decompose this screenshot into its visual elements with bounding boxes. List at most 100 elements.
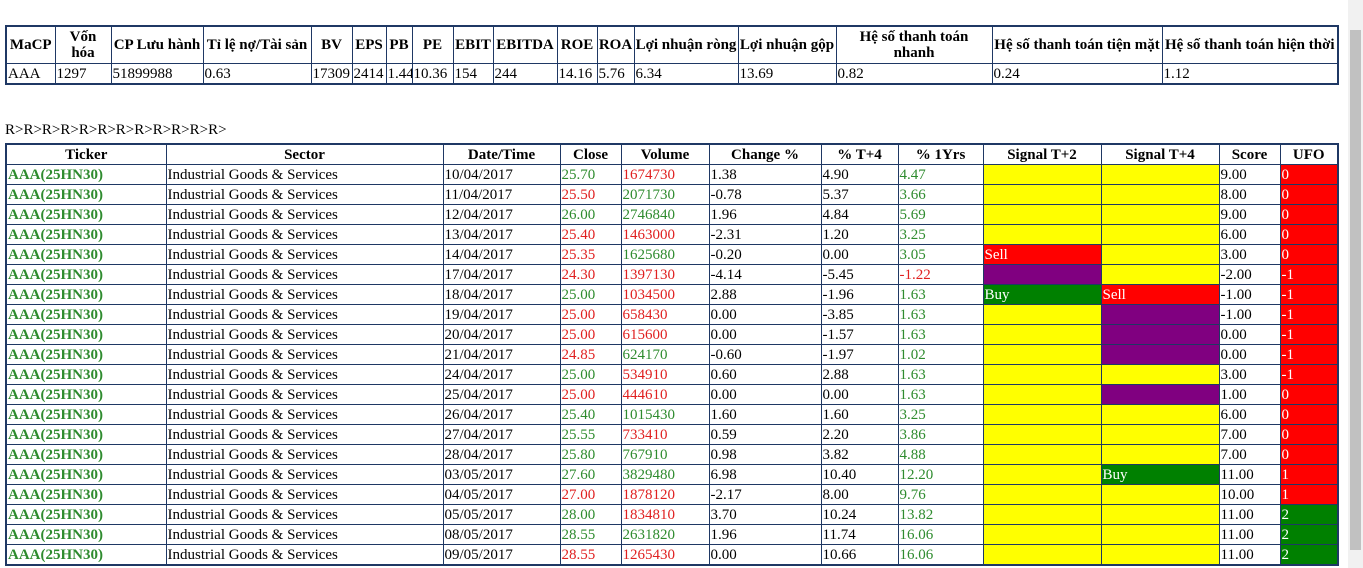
signal-cell: [982, 164, 1102, 185]
cell: 24.85: [559, 344, 622, 365]
cell: 1.20: [820, 224, 899, 245]
cell: 10.36: [411, 63, 454, 85]
ufo-cell: -1: [1279, 264, 1339, 285]
cell: 13.69: [737, 63, 837, 85]
ufo-cell: 0: [1279, 384, 1339, 405]
signal-cell: [982, 524, 1102, 545]
header-row: Ticker Sector Date/Time Close Volume Change %…: [5, 143, 1339, 165]
scrollbar-thumb[interactable]: [1350, 30, 1361, 550]
cell: 1834810: [620, 504, 710, 525]
cell: 4.90: [820, 164, 899, 185]
score-cell: 0.00: [1218, 344, 1281, 365]
cell: 10.66: [820, 544, 899, 566]
signal-cell: [1100, 424, 1220, 445]
cell: 21/04/2017: [442, 344, 561, 365]
signal-cell: [982, 504, 1102, 525]
signal-cell: [1100, 304, 1220, 325]
data-row: AAA(25HN30) Industrial Goods & Services 18…: [5, 284, 1339, 305]
header-cell: Lợi nhuận ròng: [633, 25, 739, 64]
cell: 24/04/2017: [442, 364, 561, 385]
cell: Industrial Goods & Services: [165, 344, 444, 365]
ufo-cell: -1: [1279, 364, 1339, 385]
signal-cell: [1100, 444, 1220, 465]
header-cell: Score: [1218, 143, 1281, 165]
cell: 25.70: [559, 164, 622, 185]
data-row: AAA(25HN30) Industrial Goods & Services 08…: [5, 524, 1339, 545]
header-cell: EBITDA: [492, 25, 558, 64]
signal-cell: [1100, 244, 1220, 265]
cell: 26.00: [559, 204, 622, 225]
signal-cell: [1100, 544, 1220, 566]
signal-cell: [1100, 404, 1220, 425]
cell: 0.00: [708, 384, 822, 405]
cell: 05/05/2017: [442, 504, 561, 525]
header-cell: BV: [310, 25, 353, 64]
cell: 6.34: [633, 63, 739, 85]
cell: 4.47: [897, 164, 984, 185]
data-row: AAA(25HN30) Industrial Goods & Services 20…: [5, 324, 1339, 345]
ufo-cell: 0: [1279, 424, 1339, 445]
header-cell: Lợi nhuận gộp: [737, 25, 837, 64]
ticker-cell: AAA(25HN30): [5, 524, 167, 545]
cell: 25.00: [559, 324, 622, 345]
cell: 28.00: [559, 504, 622, 525]
signal-cell: [982, 364, 1102, 385]
cell: 26/04/2017: [442, 404, 561, 425]
signal-cell: [982, 344, 1102, 365]
cell: 9.76: [897, 484, 984, 505]
cell: 3.86: [897, 424, 984, 445]
header-cell: Vốn hóa: [54, 25, 112, 64]
score-cell: -1.00: [1218, 304, 1281, 325]
cell: 27.60: [559, 464, 622, 485]
cell: 1878120: [620, 484, 710, 505]
signal-cell: [982, 224, 1102, 245]
cell: 5.76: [596, 63, 635, 85]
ticker-cell: AAA(25HN30): [5, 264, 167, 285]
ticker-cell: AAA(25HN30): [5, 164, 167, 185]
ticker-cell: AAA(25HN30): [5, 384, 167, 405]
cell: Industrial Goods & Services: [165, 364, 444, 385]
cell: 2.88: [820, 364, 899, 385]
cell: 1.02: [897, 344, 984, 365]
ticker-cell: AAA(25HN30): [5, 324, 167, 345]
cell: 2414: [351, 63, 387, 85]
header-cell: PB: [385, 25, 413, 64]
header-cell: Signal T+4: [1100, 143, 1220, 165]
cell: 1.60: [708, 404, 822, 425]
data-row: AAA 1297 51899988 0.63 17309 2414 1.44 10.36 154…: [5, 63, 1339, 85]
ticker-cell: AAA(25HN30): [5, 484, 167, 505]
signal-cell: [982, 204, 1102, 225]
data-row: AAA(25HN30) Industrial Goods & Services 28…: [5, 444, 1339, 465]
summary-table: MaCP Vốn hóa CP Lưu hành Tỉ lệ nợ/Tài sản BV…: [5, 25, 1339, 85]
cell: 1.44: [385, 63, 413, 85]
data-row: AAA(25HN30) Industrial Goods & Services 11…: [5, 184, 1339, 205]
cell: 1265430: [620, 544, 710, 566]
scrollbar[interactable]: [1348, 0, 1363, 568]
data-row: AAA(25HN30) Industrial Goods & Services 26…: [5, 404, 1339, 425]
cell: 8.00: [820, 484, 899, 505]
cell: 1.96: [708, 204, 822, 225]
header-cell: ROA: [596, 25, 635, 64]
header-cell: % 1Yrs: [897, 143, 984, 165]
cell: 27.00: [559, 484, 622, 505]
score-cell: 6.00: [1218, 224, 1281, 245]
cell: 1034500: [620, 284, 710, 305]
header-cell: Sector: [165, 143, 444, 165]
cell: Industrial Goods & Services: [165, 424, 444, 445]
cell: 0.00: [708, 324, 822, 345]
signal-cell: [1100, 264, 1220, 285]
cell: 1.12: [1161, 63, 1339, 85]
ufo-cell: 0: [1279, 444, 1339, 465]
header-cell: Signal T+2: [982, 143, 1102, 165]
cell: Industrial Goods & Services: [165, 524, 444, 545]
score-cell: -1.00: [1218, 284, 1281, 305]
cell: 0.24: [991, 63, 1163, 85]
data-row: AAA(25HN30) Industrial Goods & Services 04…: [5, 484, 1339, 505]
data-row: AAA(25HN30) Industrial Goods & Services 19…: [5, 304, 1339, 325]
cell: 624170: [620, 344, 710, 365]
ticker-cell: AAA(25HN30): [5, 224, 167, 245]
signal-cell: [982, 544, 1102, 566]
data-row: AAA(25HN30) Industrial Goods & Services 27…: [5, 424, 1339, 445]
header-row: MaCP Vốn hóa CP Lưu hành Tỉ lệ nợ/Tài sản BV…: [5, 25, 1339, 64]
